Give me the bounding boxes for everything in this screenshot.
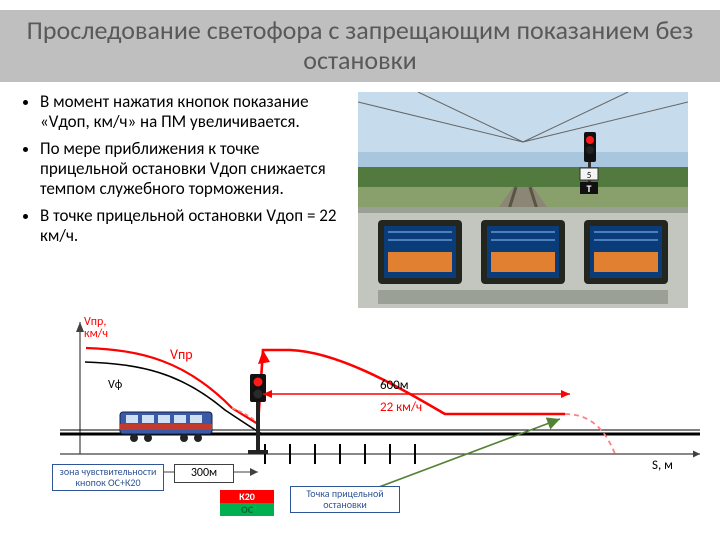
dist-600: 600м	[380, 378, 409, 393]
vf-label: Vф	[108, 378, 122, 392]
speed-diagram: Vпр, км/ч Vпр Vф 600м 22 км/ч S, м 300м …	[0, 314, 720, 544]
vpr-label: Vпр	[170, 346, 193, 363]
bullet-item: По мере приближения к точке прицельной о…	[40, 139, 344, 200]
bullet-item: В точке прицельной остановки Vдоп = 22 к…	[40, 206, 344, 247]
cab-screens	[378, 220, 668, 284]
oc-button: ОС	[220, 503, 274, 516]
photo-wrap: 5 Т	[344, 92, 700, 253]
title-band: Проследование светофора с запрещающим по…	[0, 10, 720, 82]
dist-300: 300м	[174, 464, 234, 483]
locomotive-icon	[120, 412, 212, 442]
signal-icon	[248, 374, 268, 454]
bullet-item: В момент нажатия кнопок показание «Vдоп,…	[40, 92, 344, 133]
x-axis-label: S, м	[652, 458, 673, 473]
svg-text:5: 5	[587, 170, 592, 181]
page-title: Проследование светофора с запрещающим по…	[10, 16, 710, 76]
zone-box: зона чувствительности кнопок ОС+К20	[52, 464, 164, 491]
target-box: Точка прицельной остановки	[290, 486, 400, 513]
speed-22: 22 км/ч	[380, 400, 422, 415]
y-axis-label: Vпр, км/ч	[84, 316, 108, 340]
svg-text:Т: Т	[587, 182, 592, 195]
content-row: В момент нажатия кнопок показание «Vдоп,…	[0, 82, 720, 253]
k20-button: К20	[220, 490, 274, 503]
cab-photo: 5 Т	[358, 92, 688, 308]
bullets-list: В момент нажатия кнопок показание «Vдоп,…	[34, 92, 344, 253]
